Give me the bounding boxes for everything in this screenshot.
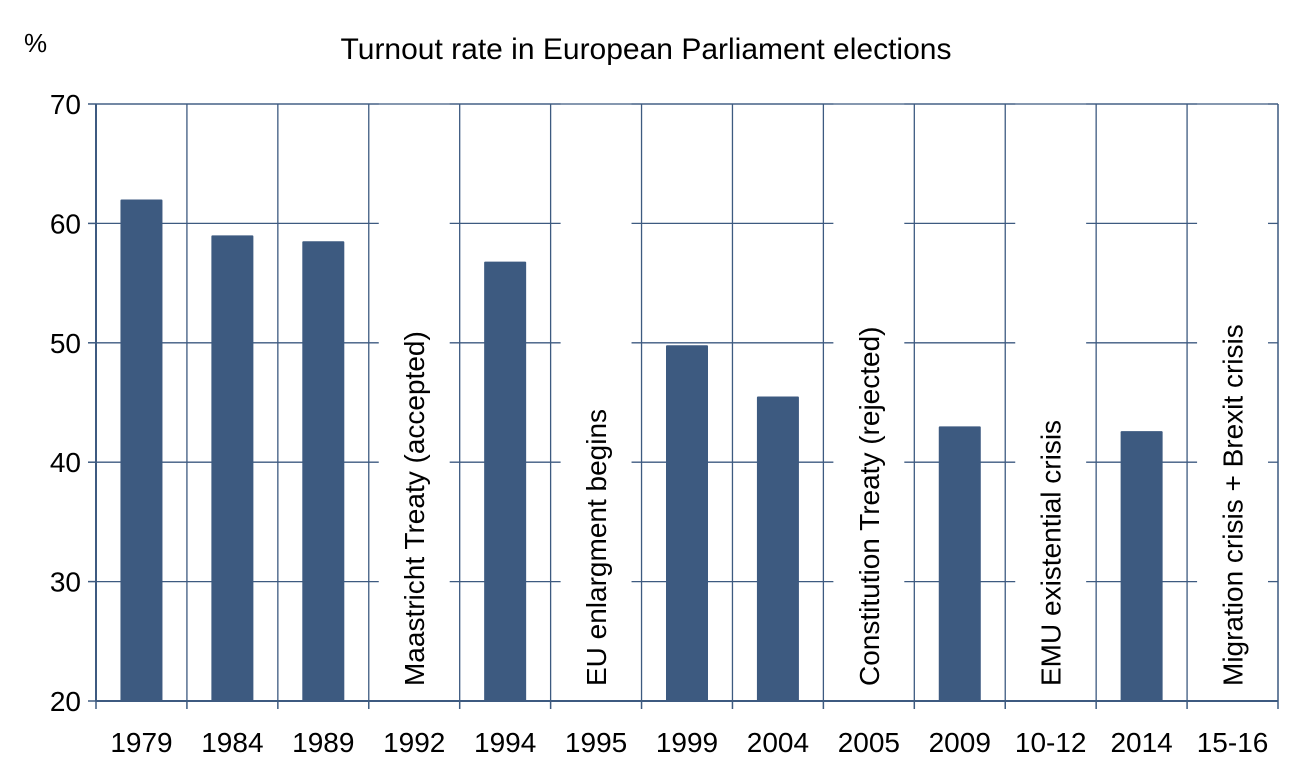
y-tick-label: 70 [50, 89, 81, 120]
annotation-10-12: EMU existential crisis [1036, 420, 1067, 686]
x-tick-label: 1979 [110, 727, 172, 758]
x-tick-label: 10-12 [1015, 727, 1087, 758]
bar-2009 [938, 426, 981, 701]
y-tick-label: 60 [50, 208, 81, 239]
y-tick-label: 40 [50, 447, 81, 478]
bar-1999 [666, 345, 708, 701]
y-tick-label: 50 [50, 328, 81, 359]
chart-title: Turnout rate in European Parliament elec… [341, 33, 952, 66]
axes [88, 103, 1279, 709]
x-tick-label: 1999 [656, 727, 718, 758]
y-axis-label: % [24, 28, 47, 58]
annotations: Maastricht Treaty (accepted) EU enlargmen… [399, 324, 1248, 686]
y-tick-labels: 20 30 40 50 60 70 [50, 89, 81, 717]
x-tick-label: 2004 [747, 727, 809, 758]
bar-2004 [756, 396, 799, 701]
x-tick-label: 1989 [292, 727, 354, 758]
bar-1994 [484, 261, 527, 701]
x-tick-labels: 1979 1984 1989 1992 1994 1995 1999 2004 2005 2009… [110, 727, 1268, 758]
bar-1989 [302, 241, 345, 701]
x-tick-label: 1995 [565, 727, 627, 758]
x-tick-label: 1984 [201, 727, 263, 758]
x-tick-label: 15-16 [1197, 727, 1269, 758]
x-tick-label: 2009 [929, 727, 991, 758]
bar-2014 [1120, 431, 1163, 701]
annotation-15-16: Migration crisis + Brexit crisis [1218, 324, 1249, 686]
bar-1984 [211, 235, 254, 701]
bar-1979 [120, 199, 163, 701]
x-tick-label: 1994 [474, 727, 536, 758]
x-tick-label: 1992 [383, 727, 445, 758]
bars [120, 199, 1163, 701]
x-tick-label: 2014 [1110, 727, 1172, 758]
annotation-2005: Constitution Treaty (rejected) [854, 326, 885, 686]
y-tick-label: 20 [50, 686, 81, 717]
annotation-1992: Maastricht Treaty (accepted) [399, 331, 430, 686]
x-tick-label: 2005 [838, 727, 900, 758]
annotation-1995: EU enlargment begins [581, 409, 612, 686]
y-tick-label: 30 [50, 567, 81, 598]
